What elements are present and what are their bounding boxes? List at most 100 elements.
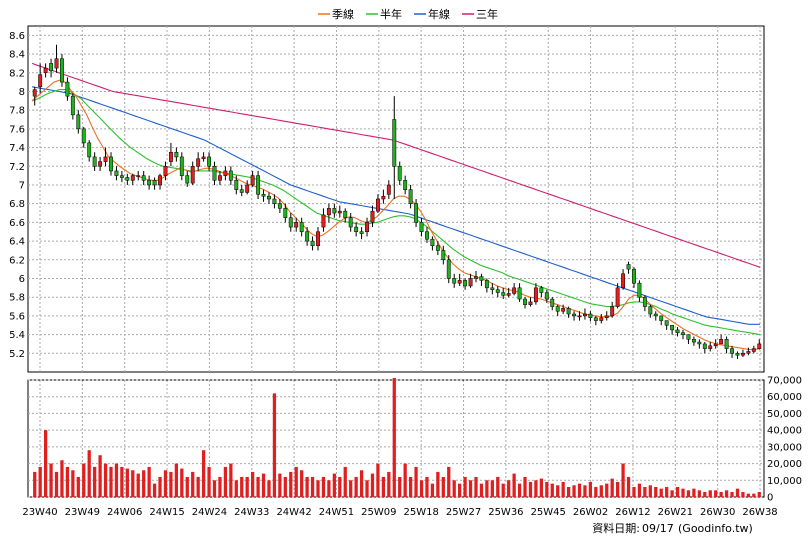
candle-body (583, 313, 587, 317)
legend-label-2: 年線 (428, 7, 450, 21)
candle-body (283, 208, 288, 218)
volume-bar (714, 490, 718, 497)
volume-bar (621, 463, 625, 497)
candle-body (114, 170, 119, 176)
volume-bar (523, 476, 527, 497)
candle-body (228, 170, 233, 181)
volume-bar (310, 476, 315, 497)
candle-body (490, 287, 495, 290)
volume-bar (218, 476, 222, 497)
volume-bar (256, 476, 260, 497)
candle-body (697, 341, 702, 345)
volume-bar (517, 483, 522, 497)
price-tick-label: 5.2 (9, 349, 25, 360)
volume-panel: 70,000 60,000 50,000 40,000 30,000 20,000 10,0… (27, 376, 802, 504)
candle-body (109, 156, 113, 172)
price-tick-label: 8.2 (9, 68, 25, 79)
candle-body (408, 189, 413, 204)
candle-body (316, 231, 320, 247)
footer-source: (Goodinfo.tw) (678, 522, 753, 535)
volume-bar (278, 473, 282, 497)
volume-bar (327, 480, 331, 497)
price-tick-label: 8 (19, 87, 25, 98)
candle-body (190, 166, 195, 184)
volume-bar (643, 486, 647, 497)
volume-bar (223, 466, 228, 497)
volume-bar (207, 466, 211, 497)
candle-body (381, 195, 386, 200)
volume-bar (370, 473, 375, 497)
x-axis: 23W40 23W49 24W06 24W15 24W24 24W33 24W42 24W51… (22, 507, 777, 518)
volume-bar (583, 485, 587, 497)
candle-body (593, 317, 598, 321)
volume-bar (272, 393, 277, 497)
price-tick-label: 5.8 (9, 293, 25, 304)
volume-bar (60, 460, 64, 497)
volume-bar (605, 483, 609, 497)
price-tick-label: 5.6 (9, 311, 25, 322)
candle-body (277, 203, 282, 209)
candle-body (441, 250, 446, 261)
candle-body (332, 208, 337, 214)
volume-bar (719, 491, 723, 497)
candle-body (38, 74, 43, 88)
x-tick-label: 26W38 (742, 507, 777, 518)
candle-body (392, 119, 397, 167)
volume-bar (452, 480, 456, 497)
volume-bar (158, 476, 162, 497)
volume-bar (289, 471, 293, 497)
volume-tick-label: 70,000 (767, 376, 802, 387)
volume-bar (343, 466, 347, 497)
candle-body (87, 142, 92, 158)
x-tick-label: 24W33 (234, 507, 269, 518)
ma-half-line (31, 89, 761, 336)
volume-bar (430, 483, 435, 497)
candle-body (130, 175, 135, 181)
candle-body (174, 151, 179, 158)
candle-body (506, 293, 511, 296)
volume-bar (485, 480, 489, 497)
x-tick-label: 23W49 (65, 507, 100, 518)
volume-bar (479, 483, 484, 497)
candle-body (65, 81, 70, 97)
candle-body (544, 292, 549, 300)
x-tick-label: 23W40 (22, 507, 57, 518)
volume-bar (556, 485, 560, 497)
legend-label-3: 三年 (476, 7, 498, 21)
candle-body (141, 175, 146, 181)
candle-body (147, 180, 152, 186)
candle-body (430, 238, 435, 247)
volume-bar (191, 471, 195, 497)
candle-body (691, 339, 696, 343)
x-tick-label: 26W12 (615, 507, 650, 518)
volume-bar (76, 476, 80, 497)
candle-body (555, 306, 560, 312)
price-tick-label: 5.4 (9, 330, 25, 341)
x-tick-label: 25W27 (446, 507, 481, 518)
volume-bar (490, 480, 494, 497)
candle-body (163, 166, 168, 176)
candle-body (168, 151, 173, 162)
candle-body (719, 339, 724, 345)
volume-bar (741, 491, 745, 497)
volume-bar (654, 486, 658, 497)
candle-body (730, 348, 734, 354)
volume-bar (38, 466, 42, 497)
footer-label: 資料日期: (592, 521, 640, 535)
candle-body (272, 198, 277, 204)
volume-bar (267, 480, 271, 497)
volume-bar (408, 476, 413, 497)
volume-tick-label: 40,000 (767, 426, 802, 437)
volume-bar (185, 476, 189, 497)
candle-body (686, 334, 691, 340)
candle-body (724, 339, 729, 349)
price-frame (27, 25, 765, 373)
candle-body (32, 89, 37, 97)
volume-bar (245, 476, 249, 497)
volume-bar (365, 480, 369, 497)
x-tick-label: 25W09 (361, 507, 396, 518)
volume-bar (251, 471, 255, 497)
volume-bar (675, 486, 680, 497)
candle-body (207, 156, 211, 167)
